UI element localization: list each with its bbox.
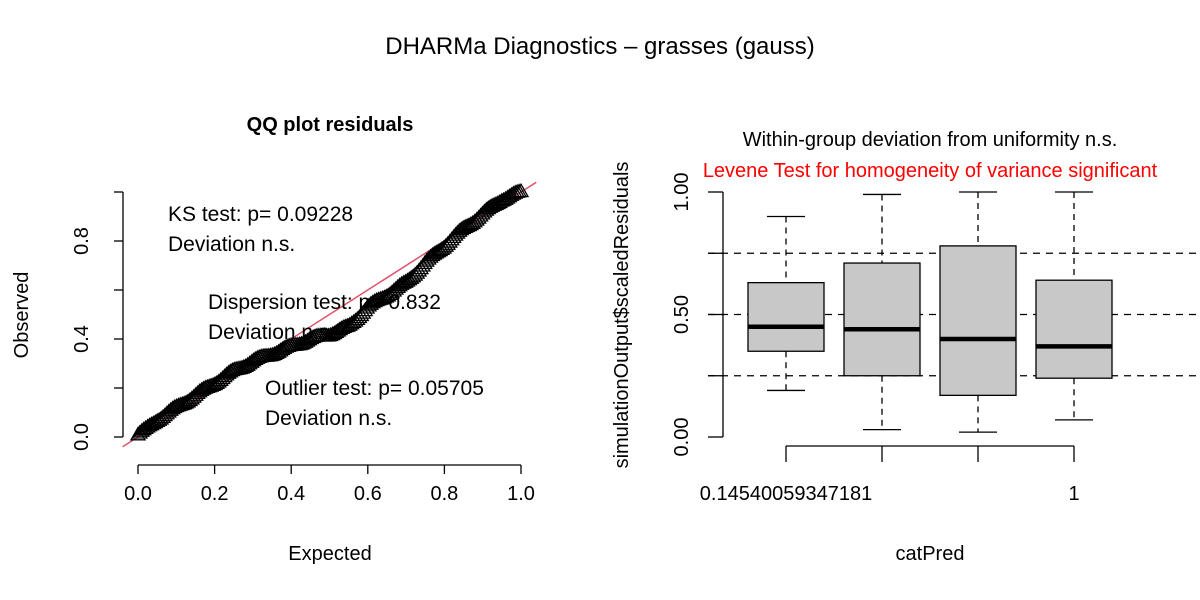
box-x-tick-label: 1 bbox=[1068, 483, 1079, 505]
qq-point bbox=[505, 185, 522, 200]
qq-xlabel: Expected bbox=[288, 543, 371, 565]
box-title-line-1: Within-group deviation from uniformity n… bbox=[743, 129, 1118, 151]
box-xlabel: catPred bbox=[896, 543, 965, 565]
box-group bbox=[843, 193, 921, 431]
qq-point bbox=[212, 371, 229, 386]
qq-point bbox=[181, 391, 199, 407]
qq-point bbox=[156, 407, 174, 422]
qq-point bbox=[383, 284, 401, 299]
qq-annotation-line: KS test: p= 0.09228 bbox=[168, 203, 353, 226]
qq-point bbox=[303, 329, 320, 345]
qq-annotation-line: Deviation n.s. bbox=[208, 321, 335, 344]
box-group bbox=[1035, 191, 1113, 421]
qq-point bbox=[507, 184, 524, 199]
qq-point bbox=[376, 289, 393, 304]
box-y-tick-label: 1.00 bbox=[671, 173, 693, 212]
box-rect bbox=[843, 262, 921, 377]
qq-point bbox=[185, 388, 202, 403]
qq-annotation-line: Deviation n.s. bbox=[168, 233, 295, 256]
qq-x-tick-label: 0.6 bbox=[354, 483, 382, 505]
qq-point bbox=[222, 363, 239, 378]
qq-x-tick-label: 1.0 bbox=[507, 483, 535, 505]
qq-point bbox=[276, 339, 293, 354]
qq-point bbox=[397, 273, 414, 288]
qq-point bbox=[210, 373, 227, 388]
box-title-line-2: Levene Test for homogeneity of variance … bbox=[703, 160, 1158, 182]
qq-point bbox=[247, 350, 264, 366]
qq-point bbox=[147, 414, 164, 429]
qq-point bbox=[403, 269, 420, 284]
box-x-tick-label: 0.14540059347181 bbox=[700, 483, 872, 505]
qq-points bbox=[129, 182, 530, 441]
qq-point bbox=[204, 376, 222, 392]
qq-y-tick-label: 0.4 bbox=[71, 325, 93, 353]
qq-x-tick-label: 0.0 bbox=[124, 483, 152, 505]
box-rect bbox=[939, 245, 1017, 396]
box-series bbox=[747, 191, 1113, 433]
box-rect bbox=[1035, 279, 1113, 379]
qq-annotations: KS test: p= 0.09228 Deviation n.s. Dispers… bbox=[168, 203, 484, 430]
qq-panel: QQ plot residuals 0.0 0.2 0.4 0.6 0.8 1.00.00… bbox=[11, 114, 537, 565]
qq-y-tick-label: 0.0 bbox=[71, 423, 93, 451]
box-axes: 0.00 0.50 1.00 0.14540059347181 1 bbox=[671, 173, 1080, 505]
qq-point bbox=[183, 390, 201, 405]
qq-x-tick-label: 0.4 bbox=[277, 483, 305, 505]
qq-point bbox=[152, 410, 170, 425]
qq-axes: 0.0 0.2 0.4 0.6 0.8 1.0 0.0 0.4 0.8 bbox=[71, 191, 535, 505]
box-ylabel: simulationOutput$scaledResiduals bbox=[611, 162, 633, 469]
qq-annotation-line: Deviation n.s. bbox=[265, 407, 392, 430]
qq-point bbox=[345, 313, 362, 329]
qq-annotation-line: Dispersion test: p= 0.832 bbox=[208, 291, 441, 314]
qq-point bbox=[382, 285, 399, 301]
qq-annotation-line: Outlier test: p= 0.05705 bbox=[265, 377, 484, 400]
box-y-tick-label: 0.00 bbox=[671, 418, 693, 457]
qq-x-tick-label: 0.2 bbox=[201, 483, 229, 505]
box-group bbox=[939, 191, 1017, 433]
qq-x-tick-label: 0.8 bbox=[430, 483, 458, 505]
qq-title: QQ plot residuals bbox=[247, 114, 414, 136]
qq-point bbox=[512, 182, 530, 198]
box-group bbox=[747, 215, 825, 392]
box-y-tick-label: 0.50 bbox=[671, 295, 693, 334]
figure-title: DHARMa Diagnostics – grasses (gauss) bbox=[385, 33, 814, 60]
qq-y-tick-label: 0.8 bbox=[71, 227, 93, 255]
qq-point bbox=[433, 240, 451, 256]
qq-point bbox=[154, 408, 172, 424]
box-rect bbox=[747, 281, 825, 352]
qq-point bbox=[464, 214, 482, 229]
box-panel: Within-group deviation from uniformity n… bbox=[611, 129, 1200, 565]
qq-ylabel: Observed bbox=[11, 272, 33, 359]
